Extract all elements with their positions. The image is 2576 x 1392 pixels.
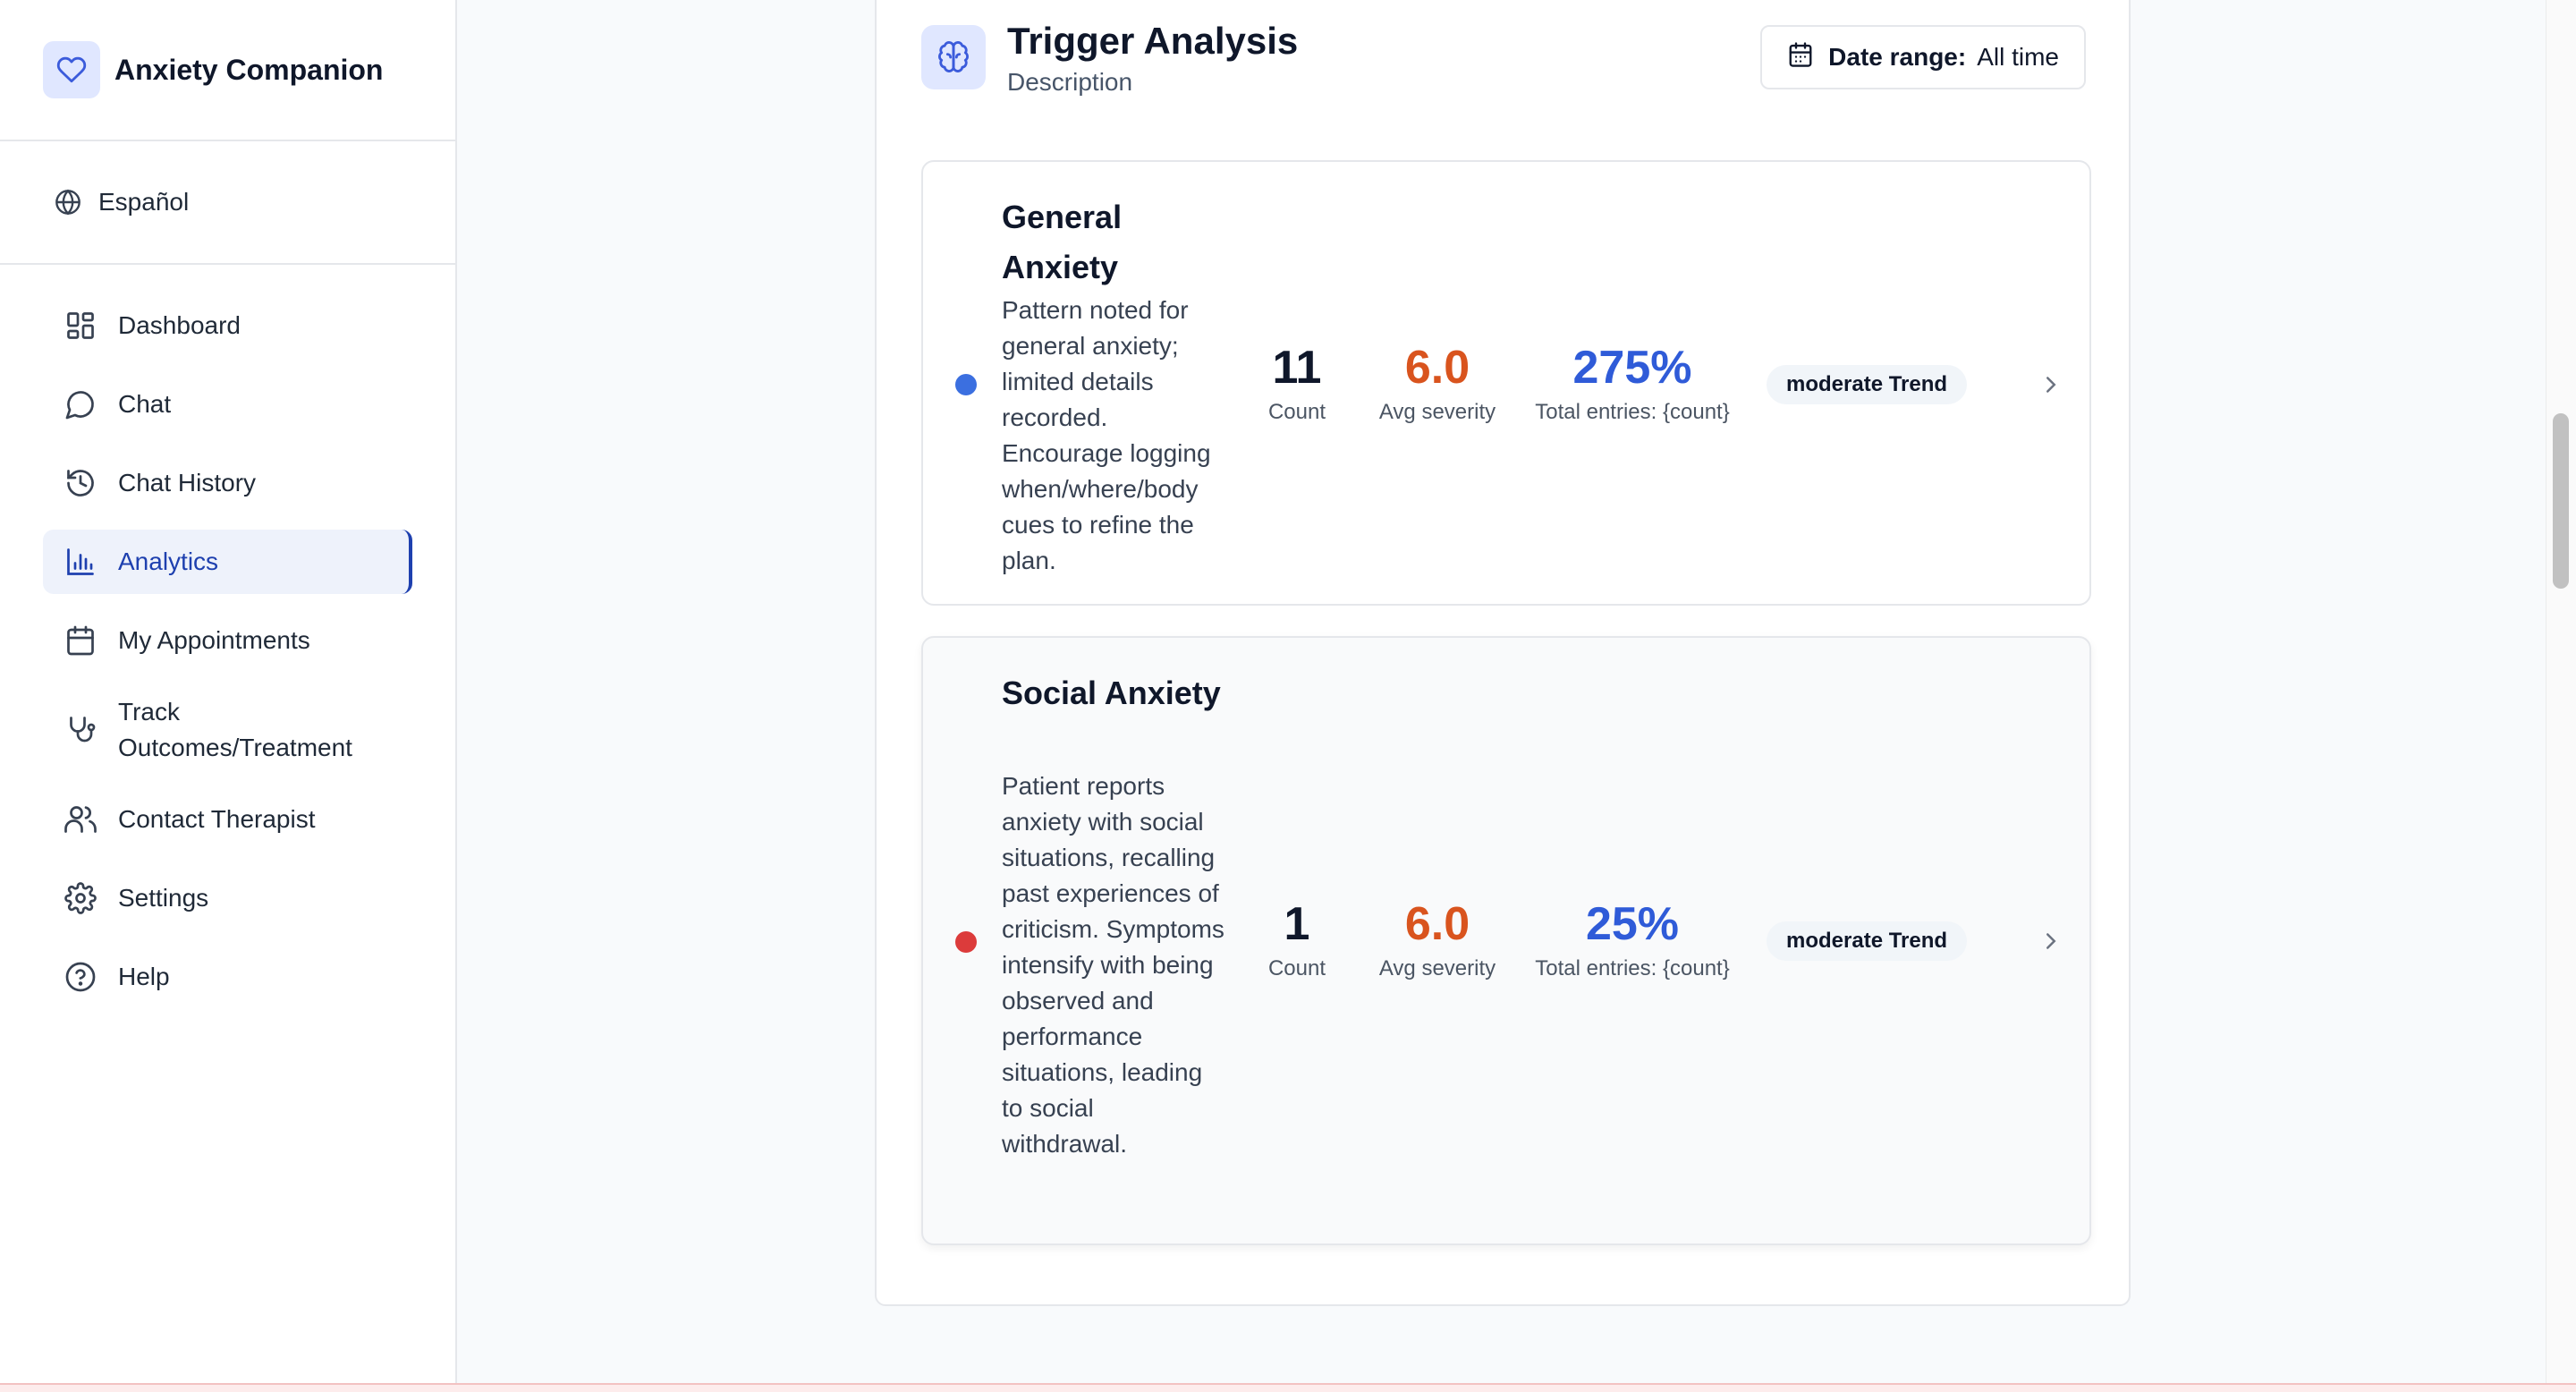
language-label: Español — [98, 188, 190, 216]
sidebar-item-label: My Appointments — [118, 626, 310, 654]
app-title: Anxiety Companion — [114, 53, 384, 86]
sidebar-item-dashboard[interactable]: Dashboard — [43, 293, 412, 358]
sidebar-item-label: Help — [118, 963, 170, 990]
chevron-right-icon[interactable] — [2038, 928, 2064, 955]
trigger-name: General Anxiety — [1002, 199, 1123, 285]
count-stat: 11 Count — [1261, 341, 1333, 425]
stethoscope-icon — [63, 712, 98, 748]
trigger-analysis-card: Trigger Analysis Description Date range:… — [875, 0, 2131, 1306]
percent-label: Total entries: {count} — [1535, 400, 1730, 424]
sidebar: Anxiety Companion Español Dashboard Chat… — [0, 0, 457, 1383]
avg-severity-value: 6.0 — [1404, 898, 1470, 950]
sidebar-item-label: Chat — [118, 390, 172, 418]
sidebar-item-chat[interactable]: Chat — [43, 372, 412, 437]
count-value: 11 — [1272, 342, 1322, 394]
sidebar-item-settings[interactable]: Settings — [43, 866, 412, 930]
date-range-button[interactable]: Date range: All time — [1760, 25, 2086, 89]
count-value: 1 — [1284, 898, 1310, 950]
sidebar-item-label: Analytics — [118, 547, 219, 575]
sidebar-item-chat-history[interactable]: Chat History — [43, 451, 412, 515]
help-icon — [63, 959, 98, 995]
trigger-color-dot — [955, 931, 977, 953]
history-icon — [63, 465, 98, 501]
percent-value: 275% — [1572, 342, 1692, 394]
dashboard-icon — [63, 308, 98, 344]
percent-label: Total entries: {count} — [1535, 956, 1730, 980]
calendar-icon — [1787, 41, 1814, 74]
scrollbar-thumb[interactable] — [2553, 413, 2569, 589]
trend-badge: moderate Trend — [1767, 921, 1968, 961]
avg-severity-label: Avg severity — [1378, 400, 1496, 424]
section-title: Trigger Analysis — [1007, 20, 1299, 62]
date-range-value: All time — [1977, 43, 2059, 71]
trigger-name: Social Anxiety — [1002, 675, 1221, 711]
avg-severity-value: 6.0 — [1404, 342, 1470, 394]
globe-icon — [50, 184, 86, 220]
percent-value: 25% — [1585, 898, 1680, 950]
gear-icon — [63, 880, 98, 916]
card-header: Trigger Analysis Description Date range:… — [921, 20, 2086, 100]
date-range-label: Date range: — [1828, 43, 1967, 71]
sidebar-item-label: Track Outcomes/Treatment — [118, 698, 352, 761]
sidebar-item-track-outcomes[interactable]: Track Outcomes/Treatment — [43, 687, 412, 773]
trigger-description: Patient reports anxiety with social situ… — [1002, 772, 1224, 1158]
trigger-item-social-anxiety[interactable]: Social Anxiety Patient reports anxiety w… — [921, 636, 2091, 1245]
analytics-icon — [63, 544, 98, 580]
chevron-right-icon[interactable] — [2038, 371, 2064, 398]
trend-badge: moderate Trend — [1767, 365, 1968, 404]
brain-icon — [921, 25, 986, 89]
users-icon — [63, 802, 98, 837]
scrollbar[interactable] — [2546, 0, 2576, 1383]
brand[interactable]: Anxiety Companion — [0, 0, 455, 141]
sidebar-nav: Dashboard Chat Chat History Analytics My… — [0, 265, 455, 1009]
sidebar-item-my-appointments[interactable]: My Appointments — [43, 608, 412, 673]
count-stat: 1 Count — [1261, 897, 1333, 981]
language-switcher[interactable]: Español — [0, 141, 455, 265]
trigger-item-general-anxiety[interactable]: General Anxiety Pattern noted for genera… — [921, 160, 2091, 606]
percent-stat: 25% Total entries: {count} — [1525, 897, 1740, 981]
heart-icon — [43, 41, 100, 98]
count-label: Count — [1267, 400, 1326, 424]
percent-stat: 275% Total entries: {count} — [1525, 341, 1740, 425]
count-label: Count — [1267, 956, 1326, 980]
sidebar-item-contact-therapist[interactable]: Contact Therapist — [43, 787, 412, 852]
calendar-icon — [63, 623, 98, 658]
section-description: Description — [1007, 68, 1133, 96]
trigger-description: Pattern noted for general anxiety; limit… — [1002, 296, 1211, 574]
sidebar-item-label: Dashboard — [118, 311, 241, 339]
avg-severity-stat: 6.0 Avg severity — [1370, 341, 1504, 425]
trigger-color-dot — [955, 374, 977, 395]
sidebar-item-help[interactable]: Help — [43, 945, 412, 1009]
sidebar-item-label: Contact Therapist — [118, 805, 316, 833]
bottom-strip — [0, 1383, 2576, 1392]
main-content: Trigger Analysis Description Date range:… — [459, 0, 2544, 1383]
sidebar-item-label: Chat History — [118, 469, 257, 497]
avg-severity-stat: 6.0 Avg severity — [1370, 897, 1504, 981]
sidebar-item-analytics[interactable]: Analytics — [43, 530, 412, 594]
sidebar-item-label: Settings — [118, 884, 209, 912]
chat-icon — [63, 386, 98, 422]
avg-severity-label: Avg severity — [1378, 956, 1496, 980]
